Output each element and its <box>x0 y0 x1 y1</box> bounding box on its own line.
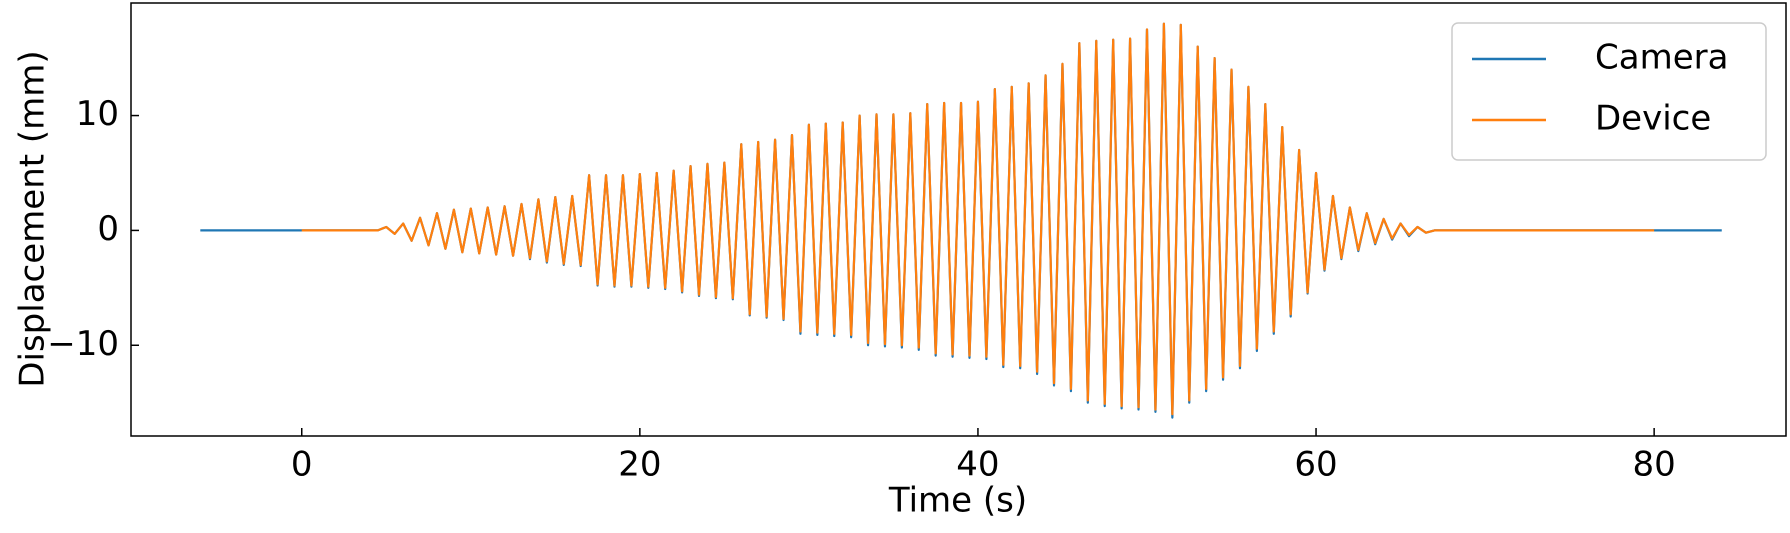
y-tick-label: 0 <box>97 209 119 249</box>
legend-label: Camera <box>1595 38 1728 78</box>
legend-label: Device <box>1595 99 1711 139</box>
legend-box <box>1451 22 1767 161</box>
y-axis-label: Displacement (mm) <box>13 50 53 387</box>
y-tick-label: −10 <box>47 324 119 364</box>
x-tick-label: 40 <box>956 445 999 485</box>
plot-frame <box>130 2 1787 437</box>
x-tick-label: 20 <box>618 445 661 485</box>
x-tick-label: 60 <box>1294 445 1337 485</box>
series-line <box>301 22 1655 416</box>
x-tick-label: 80 <box>1633 445 1676 485</box>
x-axis-label: Time (s) <box>888 481 1027 521</box>
x-tick-label: 0 <box>291 445 313 485</box>
y-tick-label: 10 <box>76 94 119 134</box>
